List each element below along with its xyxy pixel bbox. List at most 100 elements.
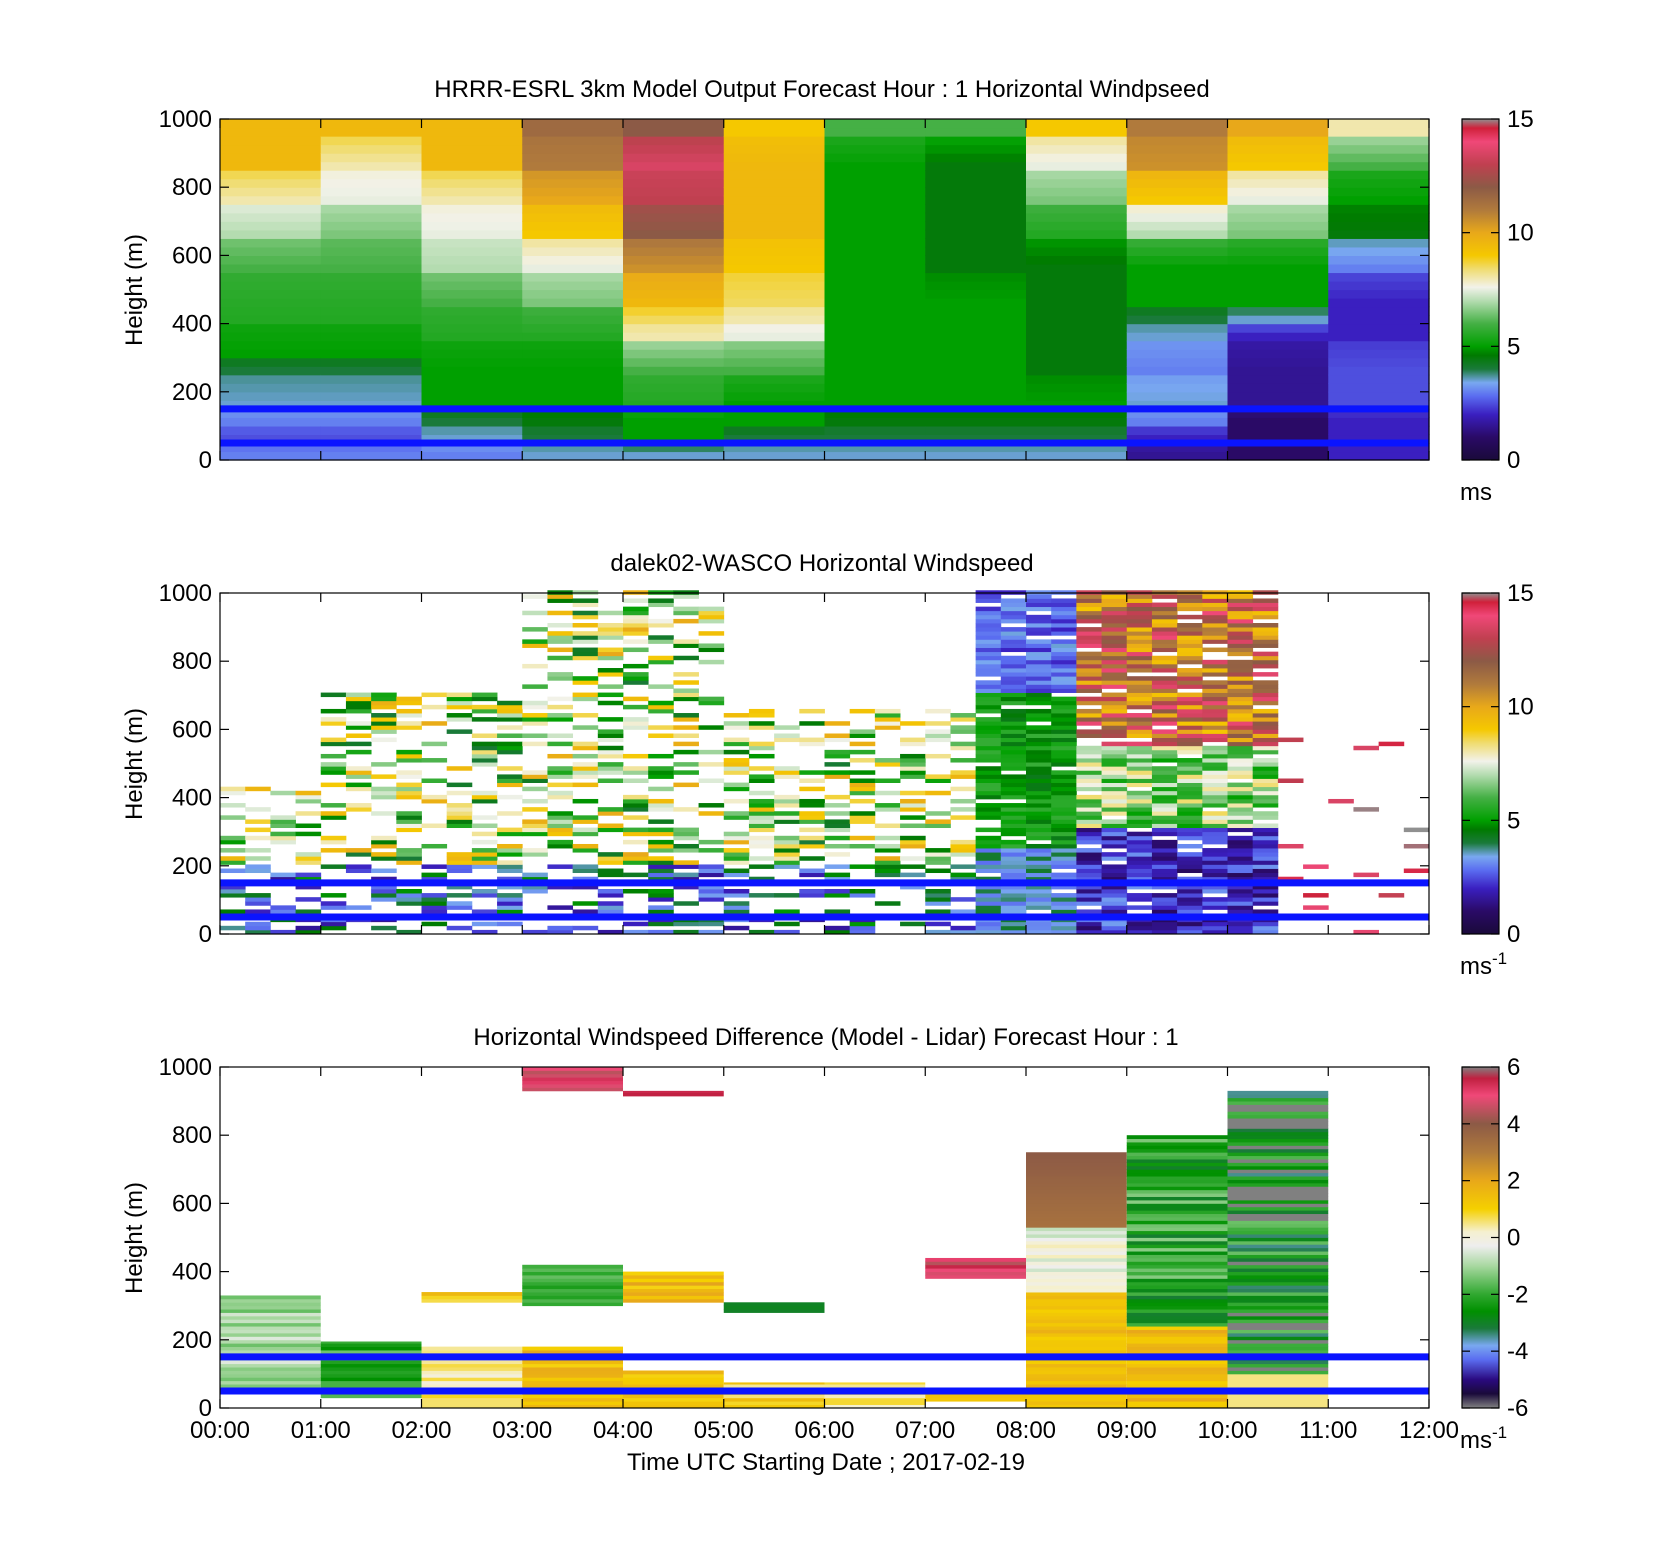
heatmap-cell xyxy=(648,807,674,812)
heatmap-cell xyxy=(1076,835,1102,841)
heatmap-cell xyxy=(497,876,523,882)
heatmap-cell xyxy=(371,888,397,894)
heatmap-cell xyxy=(1076,676,1102,681)
heatmap-cell xyxy=(345,749,372,755)
heatmap-cell xyxy=(723,835,750,841)
heatmap-cell xyxy=(371,762,397,767)
heatmap-cell xyxy=(320,803,347,808)
heatmap-cell xyxy=(1026,1264,1127,1269)
heatmap-cell xyxy=(1076,921,1102,927)
heatmap-cell xyxy=(597,872,624,878)
heatmap-cell xyxy=(1000,909,1027,914)
heatmap-cell xyxy=(1026,1179,1127,1184)
heatmap-cell xyxy=(623,323,725,333)
heatmap-cell xyxy=(849,843,876,849)
colorbar-tick-label: 6 xyxy=(1507,1054,1520,1081)
heatmap-cell xyxy=(1051,680,1077,685)
heatmap-cell xyxy=(1151,749,1178,755)
heatmap-cell xyxy=(1227,798,1254,804)
heatmap-cell xyxy=(1101,819,1128,824)
heatmap-cell xyxy=(1076,803,1102,808)
heatmap-cell xyxy=(1126,647,1153,653)
heatmap-cell xyxy=(345,741,372,747)
heatmap-cell xyxy=(1151,921,1178,927)
heatmap-cell xyxy=(396,725,422,730)
heatmap-cell xyxy=(220,315,322,325)
heatmap-cell xyxy=(900,798,926,804)
heatmap-cell xyxy=(1126,1298,1228,1303)
heatmap-cell xyxy=(421,778,448,783)
heatmap-cell xyxy=(975,745,1002,751)
heatmap-cell xyxy=(1227,1135,1329,1140)
heatmap-cell xyxy=(623,676,649,681)
heatmap-cell xyxy=(623,315,725,325)
heatmap-cell xyxy=(1227,400,1329,410)
heatmap-cell xyxy=(1000,606,1027,612)
heatmap-cell xyxy=(1328,136,1430,146)
heatmap-cell xyxy=(1076,856,1102,861)
heatmap-cell xyxy=(1026,323,1128,333)
heatmap-cell xyxy=(723,400,826,410)
heatmap-cell xyxy=(522,1070,623,1075)
heatmap-cell xyxy=(648,868,674,874)
heatmap-cell xyxy=(320,741,347,747)
heatmap-cell xyxy=(723,1394,825,1399)
heatmap-cell xyxy=(925,161,1027,171)
heatmap-cell xyxy=(1227,212,1329,222)
heatmap-cell xyxy=(1227,1268,1329,1272)
heatmap-cell xyxy=(1227,1278,1329,1283)
heatmap-cell xyxy=(1227,905,1254,910)
heatmap-cell xyxy=(1000,598,1027,603)
heatmap-cell xyxy=(1101,925,1128,931)
heatmap-cell xyxy=(975,811,1002,816)
heatmap-cells xyxy=(220,590,1430,935)
heatmap-cell xyxy=(522,1394,623,1399)
heatmap-cell xyxy=(1227,1251,1329,1255)
heatmap-cell xyxy=(522,774,548,779)
heatmap-cell xyxy=(950,843,977,849)
heatmap-cell xyxy=(572,843,599,849)
heatmap-cell xyxy=(623,647,649,653)
heatmap-cell xyxy=(975,725,1002,730)
heatmap-cell xyxy=(1151,807,1178,812)
heatmap-cell xyxy=(320,383,423,393)
heatmap-cell xyxy=(824,212,926,222)
heatmap-cell xyxy=(874,725,901,730)
heatmap-cell xyxy=(421,897,448,902)
heatmap-cell xyxy=(1101,872,1128,878)
heatmap-cell xyxy=(371,852,397,857)
heatmap-cell xyxy=(1227,332,1329,342)
heatmap-cell xyxy=(1026,1326,1127,1330)
heatmap-cell xyxy=(220,1319,321,1324)
heatmap-cell xyxy=(900,770,926,775)
heatmap-cell xyxy=(371,774,397,779)
heatmap-cell xyxy=(320,212,423,222)
heatmap-cell xyxy=(1151,929,1178,935)
heatmap-cell xyxy=(421,298,523,308)
heatmap-cell xyxy=(1202,647,1228,653)
heatmap-cell xyxy=(1101,770,1128,775)
heatmap-cell xyxy=(220,1326,321,1330)
heatmap-cell xyxy=(1227,704,1254,710)
heatmap-cell xyxy=(925,1264,1026,1269)
heatmap-cell xyxy=(1076,839,1102,845)
heatmap-cell xyxy=(1026,737,1052,743)
heatmap-cell xyxy=(1126,807,1153,812)
heatmap-cell xyxy=(522,383,624,393)
heatmap-cell xyxy=(1126,1240,1228,1245)
heatmap-cell xyxy=(220,815,246,820)
heatmap-cell xyxy=(1126,1285,1228,1290)
heatmap-cell xyxy=(1026,1271,1127,1276)
heatmap-cell xyxy=(748,741,775,747)
heatmap-cell xyxy=(623,255,725,265)
heatmap-cell xyxy=(497,884,523,890)
heatmap-cell xyxy=(623,425,725,436)
heatmap-cell xyxy=(925,332,1027,342)
heatmap-cell xyxy=(1101,749,1128,755)
heatmap-cell xyxy=(824,153,926,163)
heatmap-cell xyxy=(1101,864,1128,869)
heatmap-cell xyxy=(547,925,574,931)
heatmap-cell xyxy=(1101,778,1128,783)
heatmap-cell xyxy=(723,136,826,146)
heatmap-cell xyxy=(900,741,926,747)
